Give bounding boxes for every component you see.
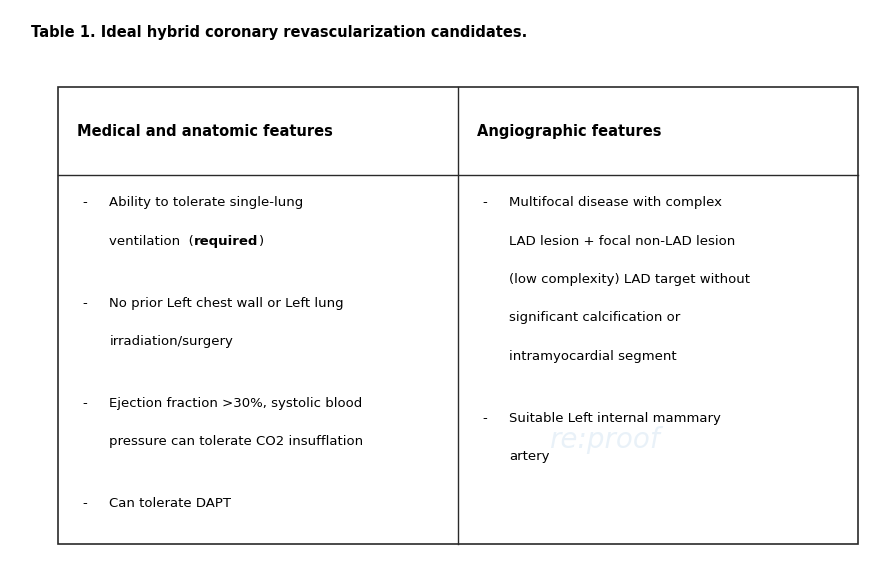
Text: Ejection fraction >30%, systolic blood: Ejection fraction >30%, systolic blood — [109, 397, 363, 410]
Text: No prior Left chest wall or Left lung: No prior Left chest wall or Left lung — [109, 297, 344, 310]
Text: -: - — [483, 196, 487, 209]
Text: Ability to tolerate single-lung: Ability to tolerate single-lung — [109, 196, 304, 209]
Text: Medical and anatomic features: Medical and anatomic features — [77, 124, 333, 139]
Text: Can tolerate DAPT: Can tolerate DAPT — [109, 497, 231, 510]
Text: ventilation  (: ventilation ( — [109, 235, 194, 248]
Text: -: - — [83, 397, 87, 410]
Text: irradiation/surgery: irradiation/surgery — [109, 335, 233, 348]
Text: -: - — [83, 497, 87, 510]
Text: Table 1. Ideal hybrid coronary revascularization candidates.: Table 1. Ideal hybrid coronary revascula… — [31, 25, 527, 41]
Text: intramyocardial segment: intramyocardial segment — [509, 350, 677, 363]
Text: -: - — [483, 412, 487, 425]
Text: significant calcification or: significant calcification or — [509, 311, 681, 324]
Text: LAD lesion + focal non-LAD lesion: LAD lesion + focal non-LAD lesion — [509, 235, 735, 248]
Text: -: - — [83, 297, 87, 310]
Bar — [58, 87, 858, 544]
Text: pressure can tolerate CO2 insufflation: pressure can tolerate CO2 insufflation — [109, 435, 364, 448]
Text: required: required — [194, 235, 259, 248]
Text: artery: artery — [509, 450, 550, 463]
Text: Suitable Left internal mammary: Suitable Left internal mammary — [509, 412, 721, 425]
Text: re:proof: re:proof — [549, 426, 660, 454]
Text: Angiographic features: Angiographic features — [477, 124, 662, 139]
Text: -: - — [83, 196, 87, 209]
Text: ): ) — [259, 235, 264, 248]
Text: (low complexity) LAD target without: (low complexity) LAD target without — [509, 273, 750, 286]
Text: Multifocal disease with complex: Multifocal disease with complex — [509, 196, 723, 209]
